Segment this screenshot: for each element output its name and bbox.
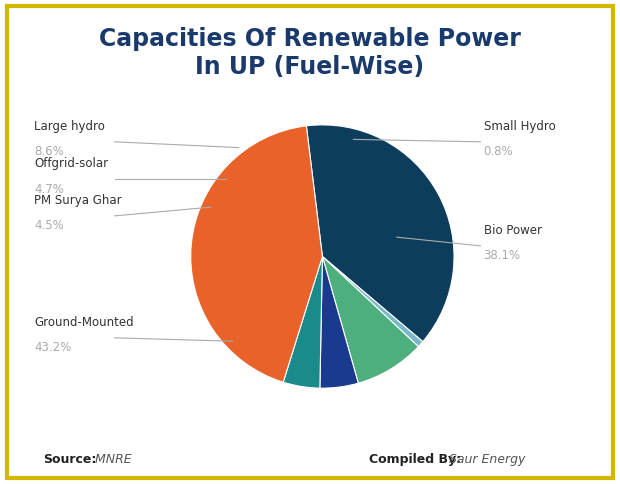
Text: 0.8%: 0.8% xyxy=(484,145,513,158)
Wedge shape xyxy=(320,257,358,388)
Text: PM Surya Ghar: PM Surya Ghar xyxy=(34,194,122,207)
Text: Small Hydro: Small Hydro xyxy=(484,120,556,133)
Text: MNRE: MNRE xyxy=(91,453,131,466)
Wedge shape xyxy=(306,125,454,342)
Text: Bio Power: Bio Power xyxy=(484,224,542,237)
Text: 8.6%: 8.6% xyxy=(34,145,64,158)
Text: Offgrid-solar: Offgrid-solar xyxy=(34,157,108,170)
Wedge shape xyxy=(191,126,322,382)
Text: Ground-Mounted: Ground-Mounted xyxy=(34,316,134,329)
Text: Compiled By:: Compiled By: xyxy=(369,453,461,466)
Text: 4.7%: 4.7% xyxy=(34,182,64,196)
Text: 4.5%: 4.5% xyxy=(34,219,64,232)
Text: 43.2%: 43.2% xyxy=(34,341,71,354)
Wedge shape xyxy=(322,257,419,383)
Wedge shape xyxy=(283,257,322,388)
Text: Saur Energy: Saur Energy xyxy=(445,453,525,466)
Text: Large hydro: Large hydro xyxy=(34,120,105,133)
Wedge shape xyxy=(322,257,423,347)
Text: Capacities Of Renewable Power
In UP (Fuel-Wise): Capacities Of Renewable Power In UP (Fue… xyxy=(99,27,521,79)
Text: Source:: Source: xyxy=(43,453,97,466)
Text: 38.1%: 38.1% xyxy=(484,249,521,262)
